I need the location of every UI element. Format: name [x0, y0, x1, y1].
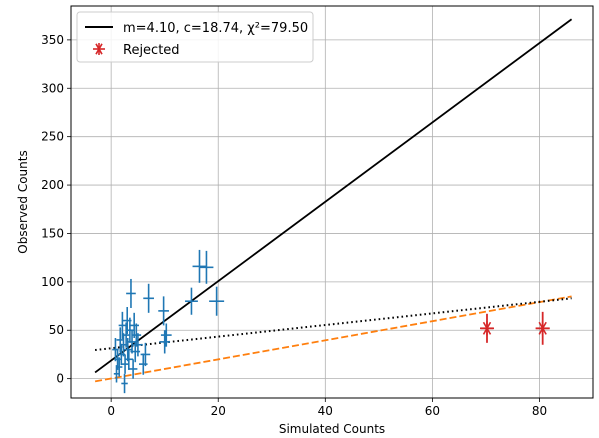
data-points: [112, 249, 225, 394]
x-tick-label: 80: [532, 404, 547, 418]
data-point: [115, 357, 123, 377]
x-tick-label: 20: [211, 404, 226, 418]
y-tick-label: 300: [41, 81, 64, 95]
y-axis-ticks: 0 50 100 150 200 250 300 350: [41, 33, 71, 386]
x-tick-label: 60: [425, 404, 440, 418]
data-point: [131, 323, 142, 347]
data-point: [121, 322, 131, 348]
y-axis-label: Observed Counts: [16, 150, 30, 253]
data-point: [209, 286, 225, 316]
rejected-star-marker: [535, 321, 550, 336]
y-tick-label: 200: [41, 178, 64, 192]
data-point: [159, 330, 171, 354]
legend-fit-label: m=4.10, c=18.74, χ²=79.50: [123, 21, 308, 36]
legend: m=4.10, c=18.74, χ²=79.50 Rejected: [76, 11, 314, 63]
y-tick-label: 100: [41, 275, 64, 289]
data-point: [113, 365, 120, 383]
fit-line-dotted: [94, 297, 572, 351]
rejected-points: [479, 311, 550, 345]
data-point: [192, 249, 207, 283]
data-point: [143, 283, 154, 313]
legend-rejected-swatch: [93, 43, 105, 55]
legend-rejected-label: Rejected: [123, 43, 180, 58]
y-tick-label: 250: [41, 130, 64, 144]
rejected-star-marker: [479, 321, 494, 336]
plot-frame: [70, 5, 594, 399]
grid: [71, 6, 593, 398]
data-point: [128, 359, 138, 379]
y-tick-label: 50: [49, 323, 64, 337]
fit-line-solid: [94, 18, 573, 374]
fit-lines: [94, 18, 573, 383]
data-point: [158, 296, 169, 326]
x-tick-label: 40: [318, 404, 333, 418]
y-tick-label: 350: [41, 33, 64, 47]
legend-star-marker: [93, 43, 105, 55]
data-point: [199, 250, 214, 284]
data-point: [121, 354, 129, 374]
data-point: [185, 287, 198, 315]
data-point: [124, 348, 134, 370]
data-point: [126, 278, 136, 308]
x-axis-label: Simulated Counts: [279, 422, 385, 436]
data-point: [140, 342, 151, 367]
rejected-point: [479, 313, 494, 343]
data-point: [160, 323, 172, 347]
rejected-point: [535, 311, 550, 345]
data-point: [133, 333, 143, 357]
data-point: [121, 373, 128, 394]
x-axis-ticks: 0 20 40 60 80: [107, 398, 547, 418]
legend-box: [76, 11, 314, 63]
data-point: [129, 312, 139, 338]
fit-line-dashed: [94, 295, 572, 383]
y-tick-label: 150: [41, 226, 64, 240]
y-tick-label: 0: [56, 372, 64, 386]
x-tick-label: 0: [107, 404, 115, 418]
